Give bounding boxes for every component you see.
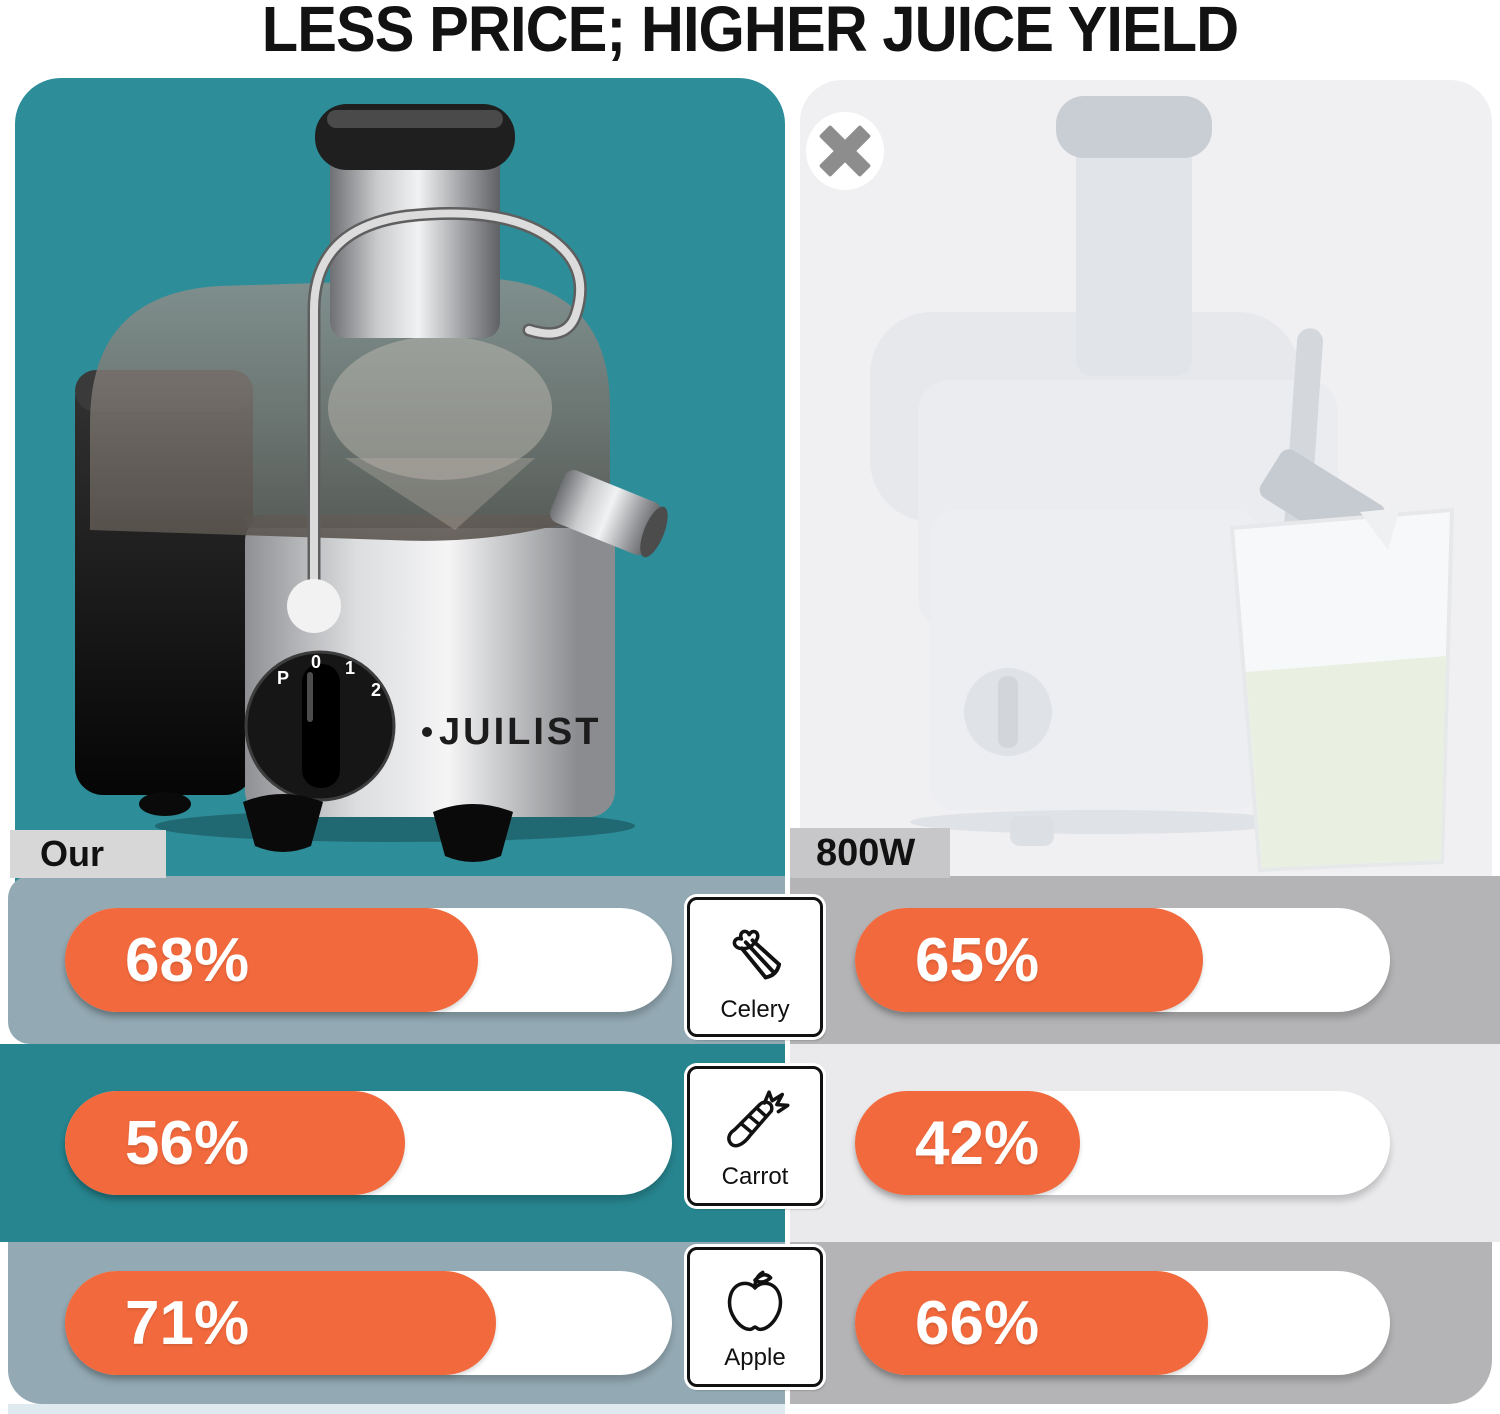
competitor-juicer-illustration [870,96,1455,873]
bar-our-apple-track: 71% [65,1271,672,1375]
juicer-foot-right [433,804,513,862]
bar-competitor-celery-track: 65% [855,908,1390,1012]
dial-mark-1: 1 [345,658,355,678]
our-juicer-illustration: P 0 1 2 JUILIST [75,104,668,862]
cover-funnel [328,336,552,480]
bar-our-apple-value: 71% [125,1288,250,1358]
competitor-product-panel [800,80,1492,878]
bottom-strip [8,1404,785,1414]
feed-chute [330,123,500,338]
carrot-label: Carrot [721,1163,789,1190]
bar-our-celery-track: 68% [65,908,672,1012]
ghost-juicer [870,96,1391,846]
speed-dial: P 0 1 2 [244,650,396,802]
our-label: Our [10,830,166,878]
reject-x-icon [806,112,884,190]
bar-our-carrot-fill: 56% [65,1091,405,1195]
bar-our-celery-value: 68% [125,925,250,995]
juicer-foot-left [243,794,323,852]
carrot-icon [727,1090,790,1148]
bar-competitor-celery-value: 65% [915,925,1040,995]
apple-card: Apple [687,1247,823,1387]
bar-competitor-apple-fill: 66% [855,1271,1209,1375]
page-title: LESS PRICE; HIGHER JUICE YIELD [261,0,1239,65]
bar-our-celery-fill: 68% [65,908,478,1012]
apple-icon [727,1270,783,1332]
locking-handle [310,209,585,604]
competitor-label: 800W [790,828,950,878]
celery-icon [732,929,782,980]
bar-competitor-apple-track: 66% [855,1271,1390,1375]
juice-cup [1229,507,1455,873]
carrot-card: Carrot [687,1066,823,1206]
celery-card: Celery [687,897,823,1037]
bar-our-carrot-value: 56% [125,1108,250,1178]
celery-label: Celery [720,996,790,1023]
handle-ball [287,579,341,633]
cover-funnel-cone [345,458,535,530]
bar-our-apple-fill: 71% [65,1271,496,1375]
dial-mark-0: 0 [311,652,321,672]
bar-our-carrot-track: 56% [65,1091,672,1195]
bar-competitor-carrot-value: 42% [915,1108,1040,1178]
brand-logo: JUILIST [439,711,601,753]
apple-label: Apple [724,1344,786,1371]
our-product-panel: P 0 1 2 JUILIST [15,78,785,1012]
chute-cap-highlight [327,110,503,128]
bar-competitor-celery-fill: 65% [855,908,1203,1012]
pulp-bin-foot [139,792,191,816]
juicer-cover [90,278,610,541]
bar-competitor-carrot-fill: 42% [855,1091,1080,1195]
dial-mark-p: P [277,668,289,688]
juice-spout [550,470,668,558]
brand-dot [422,727,432,737]
dial-mark-2: 2 [371,680,381,700]
bar-competitor-carrot-track: 42% [855,1091,1390,1195]
bar-competitor-apple-value: 66% [915,1288,1040,1358]
